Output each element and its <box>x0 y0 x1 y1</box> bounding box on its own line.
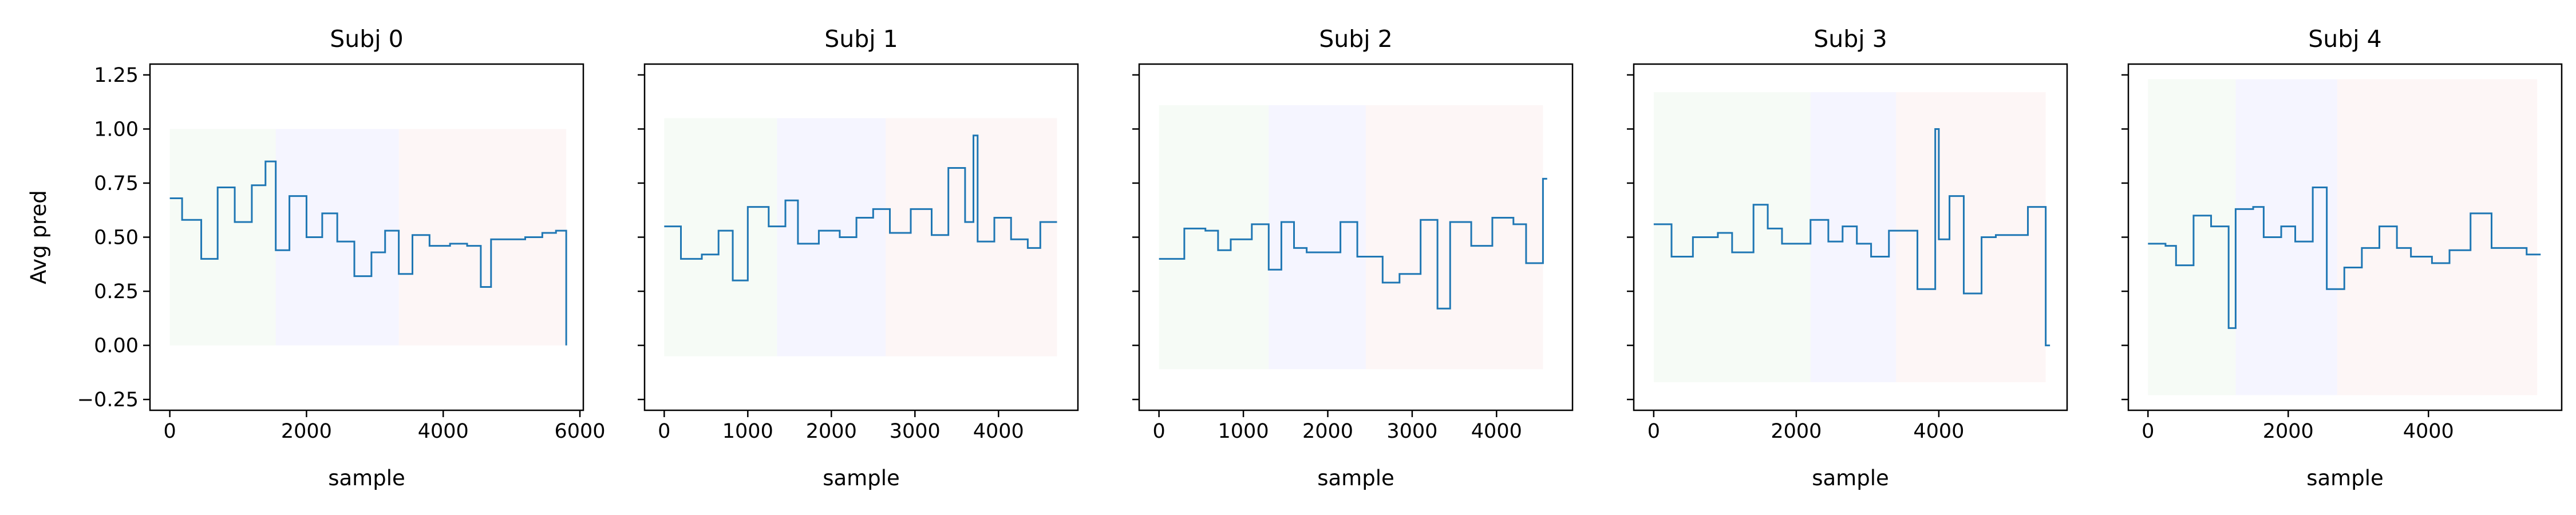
subplot-title: Subj 4 <box>2308 25 2382 53</box>
y-tick-label: −0.25 <box>77 389 139 411</box>
x-tick-label: 0 <box>1647 420 1660 443</box>
x-axis-label: sample <box>1812 466 1889 490</box>
x-tick-label: 4000 <box>1913 420 1964 443</box>
x-tick-label: 1000 <box>1218 420 1269 443</box>
x-tick-label: 2000 <box>1302 420 1353 443</box>
x-tick-label: 0 <box>2142 420 2154 443</box>
band-1 <box>777 118 886 356</box>
x-tick-label: 2000 <box>1771 420 1822 443</box>
subplot-2: Subj 2 0 1000 2000 3000 4000 sample <box>1132 25 1574 490</box>
y-tick-label: 0.50 <box>94 227 139 249</box>
subplot-title: Subj 0 <box>330 25 404 53</box>
x-axis-label: sample <box>328 466 405 490</box>
x-tick-label: 4000 <box>2403 420 2454 443</box>
x-tick-label: 4000 <box>973 420 1024 443</box>
subplot-0: Subj 0 0 2000 4000 6000 sample −0.25 0.00 0.25 0.… <box>26 25 606 490</box>
subplot-3: Subj 3 0 2000 4000 sample <box>1627 25 2068 490</box>
x-axis-label: sample <box>1317 466 1394 490</box>
y-tick-label: 1.25 <box>94 64 139 87</box>
band-1 <box>1269 105 1366 370</box>
y-tick-label: 1.00 <box>94 118 139 141</box>
y-tick-label: 0.75 <box>94 172 139 195</box>
subplot-title: Subj 1 <box>824 25 898 53</box>
x-tick-label: 4000 <box>418 420 469 443</box>
band-2 <box>2337 79 2538 395</box>
x-tick-label: 1000 <box>722 420 773 443</box>
x-tick-label: 2000 <box>2263 420 2314 443</box>
series-line <box>2148 187 2541 329</box>
series-line <box>1653 128 2050 347</box>
subplot-4: Subj 4 0 2000 4000 sample <box>2121 25 2563 490</box>
x-tick-label: 3000 <box>1386 420 1437 443</box>
y-tick-label: 0.25 <box>94 280 139 303</box>
subplot-1: Subj 1 0 1000 2000 3000 4000 sample <box>638 25 1079 490</box>
x-tick-label: 2000 <box>281 420 332 443</box>
band-0 <box>2148 79 2236 395</box>
series-line <box>664 134 1057 282</box>
band-0 <box>664 118 777 356</box>
band-0 <box>169 129 276 346</box>
x-axis-label: sample <box>823 466 900 490</box>
x-tick-label: 2000 <box>806 420 857 443</box>
band-1 <box>2235 79 2338 395</box>
x-tick-label: 4000 <box>1471 420 1522 443</box>
series-line <box>1159 177 1547 310</box>
band-2 <box>886 118 1057 356</box>
x-tick-label: 0 <box>163 420 176 443</box>
x-tick-label: 3000 <box>890 420 941 443</box>
subplot-title: Subj 2 <box>1319 25 1393 53</box>
x-tick-label: 0 <box>658 420 670 443</box>
band-2 <box>1365 105 1543 370</box>
subplot-title: Subj 3 <box>1814 25 1887 53</box>
y-tick-label: 0.00 <box>94 335 139 358</box>
x-tick-label: 0 <box>1153 420 1165 443</box>
band-1 <box>1810 92 1897 382</box>
y-axis-label: Avg pred <box>26 190 51 284</box>
x-tick-label: 6000 <box>554 420 605 443</box>
band-0 <box>1159 105 1269 370</box>
band-2 <box>1896 92 2046 382</box>
x-axis-label: sample <box>2306 466 2384 490</box>
series-line <box>169 160 567 346</box>
